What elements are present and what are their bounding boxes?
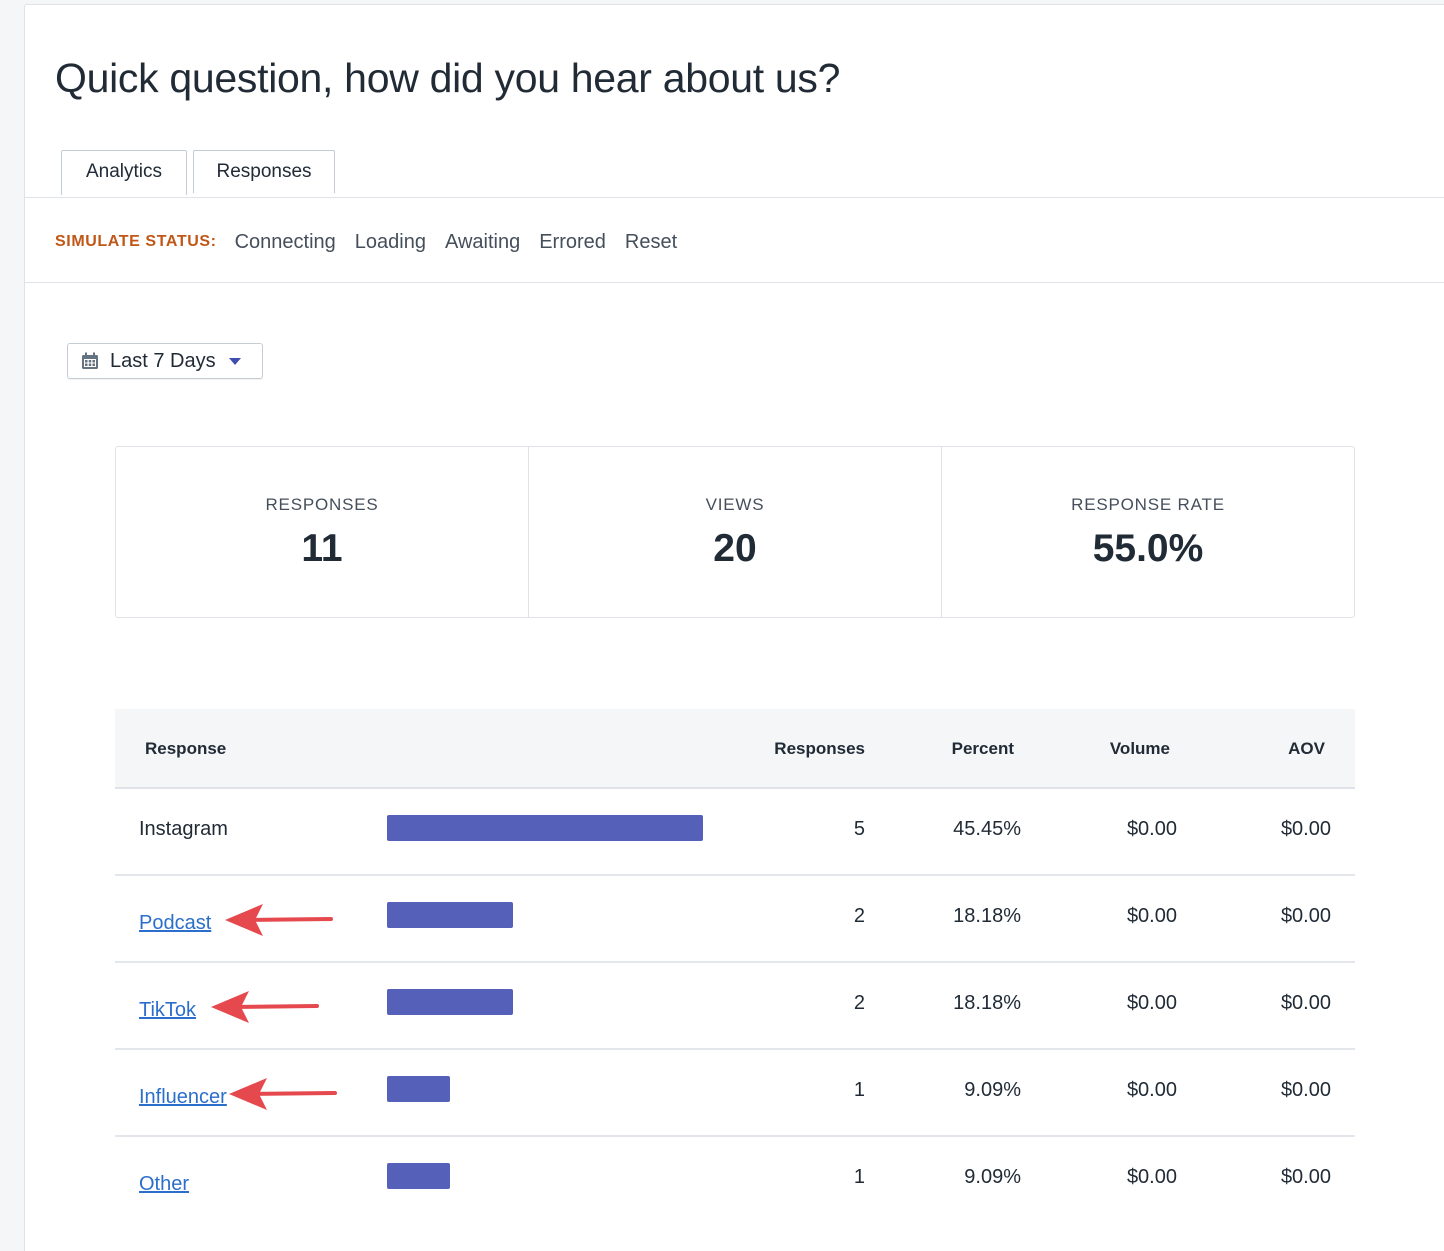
response-aov: $0.00: [1280, 905, 1331, 927]
response-instagram-label: Instagram: [139, 818, 228, 840]
simulate-reset-link[interactable]: Reset: [624, 230, 678, 253]
table-body: Instagram 5 45.45% $0.00 $0.00 Podcast 2 18.18%…: [115, 789, 1355, 1222]
tab-responses[interactable]: Responses: [193, 150, 335, 193]
simulate-status-bar: SIMULATE STATUS: Connecting Loading Awai…: [55, 227, 696, 257]
responses-table: Response Responses Percent Volume AOV In…: [115, 709, 1355, 1222]
response-percent: 45.45%: [953, 818, 1021, 840]
response-influencer-link[interactable]: Influencer: [139, 1086, 227, 1108]
response-volume: $0.00: [1126, 1079, 1177, 1101]
stat-label: RESPONSES: [265, 495, 379, 514]
response-volume: $0.00: [1126, 905, 1177, 927]
response-volume: $0.00: [1126, 818, 1177, 840]
table-row: Other 1 9.09% $0.00 $0.00: [115, 1137, 1355, 1222]
header-percent: Percent: [951, 739, 1014, 758]
response-podcast-link[interactable]: Podcast: [139, 912, 212, 934]
page-title: Quick question, how did you hear about u…: [55, 55, 841, 101]
response-count: 2: [853, 992, 865, 1014]
caret-down-icon: [228, 357, 241, 365]
response-aov: $0.00: [1280, 992, 1331, 1014]
stat-value: 55.0%: [1092, 527, 1204, 570]
table-header: Response Responses Percent Volume AOV: [115, 709, 1355, 789]
calendar-icon: [82, 352, 98, 369]
simulate-connecting-link[interactable]: Connecting: [234, 230, 336, 253]
header-responses: Responses: [774, 739, 865, 758]
response-count: 1: [853, 1079, 865, 1101]
tabs-divider: [25, 197, 1444, 198]
date-range-label: Last 7 Days: [110, 349, 216, 372]
stat-response-rate: RESPONSE RATE 55.0%: [941, 447, 1354, 617]
response-percent: 18.18%: [953, 992, 1021, 1014]
table-row: Influencer 1 9.09% $0.00 $0.00: [115, 1050, 1355, 1137]
simulate-divider: [25, 282, 1444, 283]
response-share-bar: [387, 815, 703, 841]
response-tiktok-link[interactable]: TikTok: [139, 999, 197, 1021]
header-response: Response: [145, 739, 227, 758]
response-share-bar: [387, 902, 513, 928]
annotation-arrow-icon: [225, 904, 333, 936]
response-percent: 9.09%: [964, 1079, 1021, 1101]
response-count: 5: [853, 818, 865, 840]
response-aov: $0.00: [1280, 1079, 1331, 1101]
simulate-status-label: SIMULATE STATUS:: [55, 233, 217, 250]
response-aov: $0.00: [1280, 1166, 1331, 1188]
simulate-errored-link[interactable]: Errored: [539, 230, 606, 253]
annotation-arrow-icon: [229, 1078, 337, 1110]
stat-views: VIEWS 20: [528, 447, 941, 617]
response-volume: $0.00: [1126, 1166, 1177, 1188]
response-share-bar: [387, 1163, 450, 1189]
stat-value: 11: [301, 527, 343, 570]
tab-analytics[interactable]: Analytics: [61, 150, 187, 195]
stat-label: RESPONSE RATE: [1071, 495, 1225, 514]
header-aov: AOV: [1288, 739, 1325, 758]
response-aov: $0.00: [1280, 818, 1331, 840]
response-count: 2: [853, 905, 865, 927]
stat-responses: RESPONSES 11: [116, 447, 528, 617]
annotation-arrow-icon: [211, 991, 319, 1023]
response-share-bar: [387, 989, 513, 1015]
stat-value: 20: [713, 527, 757, 570]
response-count: 1: [853, 1166, 865, 1188]
table-row: TikTok 2 18.18% $0.00 $0.00: [115, 963, 1355, 1050]
simulate-loading-link[interactable]: Loading: [354, 230, 426, 253]
table-row: Instagram 5 45.45% $0.00 $0.00: [115, 789, 1355, 876]
simulate-awaiting-link[interactable]: Awaiting: [444, 230, 521, 253]
stat-label: VIEWS: [705, 495, 765, 514]
response-share-bar: [387, 1076, 450, 1102]
response-volume: $0.00: [1126, 992, 1177, 1014]
table-row: Podcast 2 18.18% $0.00 $0.00: [115, 876, 1355, 963]
stats-panel: RESPONSES 11 VIEWS 20 RESPONSE RATE 55.0…: [115, 446, 1355, 618]
response-percent: 18.18%: [953, 905, 1021, 927]
response-other-link[interactable]: Other: [139, 1173, 190, 1195]
header-volume: Volume: [1109, 739, 1170, 758]
survey-card: Quick question, how did you hear about u…: [24, 4, 1444, 1251]
date-range-dropdown[interactable]: Last 7 Days: [67, 343, 263, 379]
response-percent: 9.09%: [964, 1166, 1021, 1188]
